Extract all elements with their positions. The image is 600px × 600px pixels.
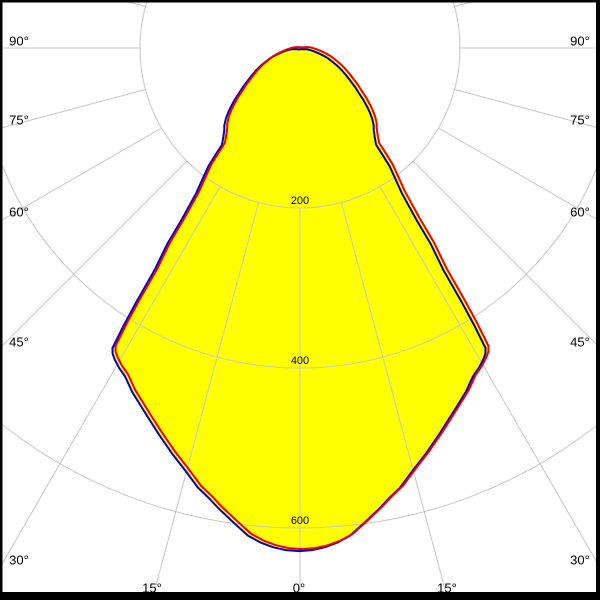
angle-tick-label-left: 45° [9,335,29,350]
angle-tick-label-right: 60° [570,205,590,220]
curve-fill [115,47,489,550]
angle-tick-label-bottom: 15° [437,581,457,596]
polar-grid-radial [151,202,260,600]
angle-tick-label-bottom: 15° [142,581,162,596]
radial-tick-label: 400 [291,355,309,367]
intensity-blue-curve [111,48,487,553]
polar-grid-radial [438,127,600,222]
polar-grid-radial [0,127,162,222]
angle-tick-label-left: 75° [9,113,29,128]
polar-grid-radial [412,160,600,349]
polar-grid-radial [454,88,600,129]
angle-tick-label-right: 75° [570,113,590,128]
polar-grid-radial [379,186,600,569]
frame-border-bottom [0,592,600,600]
angle-tick-label-right: 30° [570,553,590,568]
polar-grid-radial [340,202,449,600]
polar-grid-radial [0,160,188,349]
frame-border-right [596,0,600,600]
angle-tick-label-right: 90° [570,34,590,49]
angle-tick-label-left: 90° [9,34,29,49]
radial-tick-label: 600 [291,515,309,527]
frame-border-top [0,0,600,3]
polar-grid-radial [0,186,221,569]
intensity-red-curve [114,46,490,551]
angle-tick-label-right: 45° [570,335,590,350]
angle-tick-label-left: 60° [9,205,29,220]
frame-border-left [0,0,3,600]
angle-tick-label-bottom: 0° [293,581,305,596]
polar-grid-radial [0,88,146,129]
angle-tick-label-left: 30° [9,553,29,568]
radial-tick-label: 200 [291,195,309,207]
